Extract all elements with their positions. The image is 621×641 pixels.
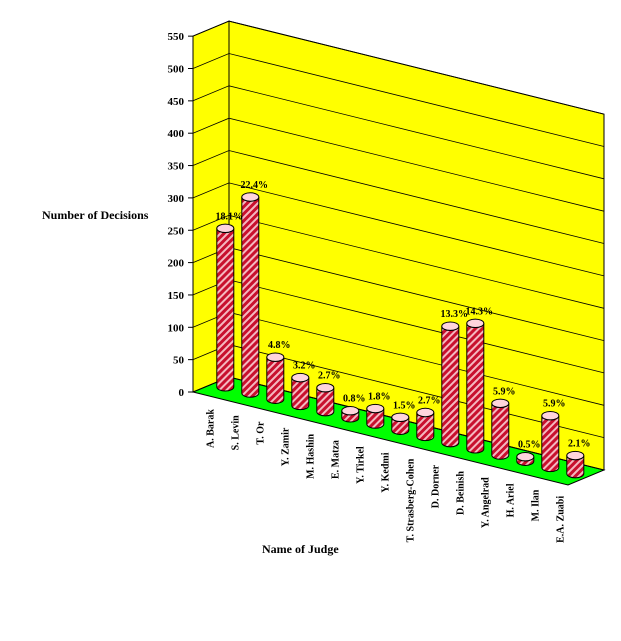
bar-top — [241, 192, 260, 202]
y-axis-label: Number of Decisions — [42, 208, 149, 222]
bar-top — [341, 406, 360, 416]
gridline — [192, 53, 605, 147]
x-tick-label: M. Hashin — [306, 433, 317, 478]
bar-data-label: 1.5% — [393, 400, 416, 411]
y-tick-label: 350 — [168, 161, 185, 173]
bar-top — [566, 450, 585, 461]
bar: 2.1% — [566, 439, 591, 479]
bar-data-label: 5.9% — [493, 386, 516, 397]
bar-data-label: 2.1% — [568, 439, 591, 450]
x-tick-label: D. Dorner — [431, 464, 442, 508]
bar-body — [266, 357, 285, 404]
bar-top — [441, 321, 460, 331]
bar-data-label: 2.7% — [318, 371, 341, 382]
gridline — [192, 150, 605, 244]
bar: 5.9% — [541, 399, 566, 473]
x-axis-categories: A. Barak S. Levin T. Or Y. Zamir M. Hashin E.… — [206, 409, 567, 543]
bar: 5.9% — [491, 386, 516, 460]
bar: 14.3% — [466, 306, 494, 454]
bar-top — [491, 398, 510, 408]
y-axis-ticks: 0 50 100 150 200 250 300 350 400 450 500 550 — [168, 31, 193, 399]
y-tick-label: 400 — [168, 128, 185, 140]
gridline — [192, 214, 605, 309]
x-tick-label: D. Beinish — [456, 471, 467, 515]
bar-data-label: 13.3% — [441, 309, 469, 320]
bar-body — [241, 196, 260, 398]
bar-body — [441, 326, 460, 448]
bar-top — [541, 410, 560, 421]
bar-body — [541, 415, 560, 473]
y-tick-label: 50 — [173, 355, 185, 367]
x-tick-label: M. Ilan — [531, 489, 542, 521]
bar: 3.2% — [291, 361, 316, 411]
bar-top — [391, 412, 410, 423]
x-tick-label: T. Strasberg-Cohen — [406, 458, 417, 542]
gridline — [192, 117, 605, 212]
bar: 13.3% — [441, 309, 469, 448]
bar-top — [266, 352, 285, 362]
gridline — [192, 85, 605, 180]
y-tick-label: 0 — [179, 387, 185, 399]
bar: 2.7% — [416, 396, 441, 442]
x-tick-label: Y. Zamir — [281, 427, 292, 466]
x-tick-label: T. Or — [256, 421, 267, 445]
x-tick-label: A. Barak — [206, 409, 217, 448]
x-tick-label: Y. Angelrad — [481, 477, 492, 528]
gridline — [192, 182, 605, 277]
bar-body — [216, 228, 235, 392]
bar-top — [316, 383, 335, 393]
bar-top — [466, 318, 485, 329]
bar-top — [291, 372, 310, 383]
bar-body — [291, 377, 310, 411]
bar-data-label: 4.8% — [268, 340, 291, 351]
bar-data-label: 3.2% — [293, 361, 316, 372]
y-tick-label: 250 — [168, 225, 185, 237]
bar-top — [216, 223, 235, 234]
bar: 1.8% — [366, 392, 391, 429]
bar-data-label: 2.7% — [418, 396, 441, 407]
bar: 18.1% — [216, 211, 244, 392]
y-tick-label: 450 — [168, 96, 185, 108]
bar-body — [491, 403, 510, 460]
bar-top — [416, 407, 435, 418]
bar: 1.5% — [391, 400, 416, 435]
bar-body — [466, 323, 485, 454]
y-tick-label: 300 — [168, 193, 185, 205]
y-tick-label: 550 — [168, 31, 185, 43]
y-tick-label: 150 — [168, 290, 185, 302]
x-tick-label: Y. Kedmi — [381, 452, 392, 492]
bar-top — [516, 452, 535, 462]
bar-data-label: 22.4% — [241, 180, 269, 191]
y-tick-label: 500 — [168, 64, 185, 76]
x-tick-label: E. Matza — [331, 440, 342, 479]
bar-data-label: 1.8% — [368, 392, 391, 403]
x-tick-label: S. Levin — [231, 415, 242, 450]
bar: 22.4% — [241, 180, 269, 398]
bar-top — [366, 403, 385, 414]
bar-data-label: 0.8% — [343, 394, 366, 405]
bar-data-label: 0.5% — [518, 440, 541, 451]
bar: 2.7% — [316, 371, 341, 417]
gridline — [192, 20, 605, 115]
bar: 4.8% — [266, 340, 291, 404]
x-tick-label: E.A. Zuabi — [556, 496, 567, 543]
bar-data-label: 5.9% — [543, 399, 566, 410]
bar-data-label: 14.3% — [466, 306, 494, 317]
chart-bars: 18.1%22.4%4.8%3.2%2.7%0.8% 1.8%1.5% 2.7%13… — [216, 180, 591, 479]
x-tick-label: H. Ariel — [506, 483, 517, 517]
y-tick-label: 100 — [168, 322, 185, 334]
bar-data-label: 18.1% — [216, 211, 244, 222]
y-tick-label: 200 — [168, 258, 185, 270]
bar: 0.5% — [516, 440, 541, 466]
bar: 0.8% — [341, 394, 366, 423]
x-axis-label: Name of Judge — [262, 542, 339, 556]
x-tick-label: Y. Tirkel — [356, 446, 367, 484]
